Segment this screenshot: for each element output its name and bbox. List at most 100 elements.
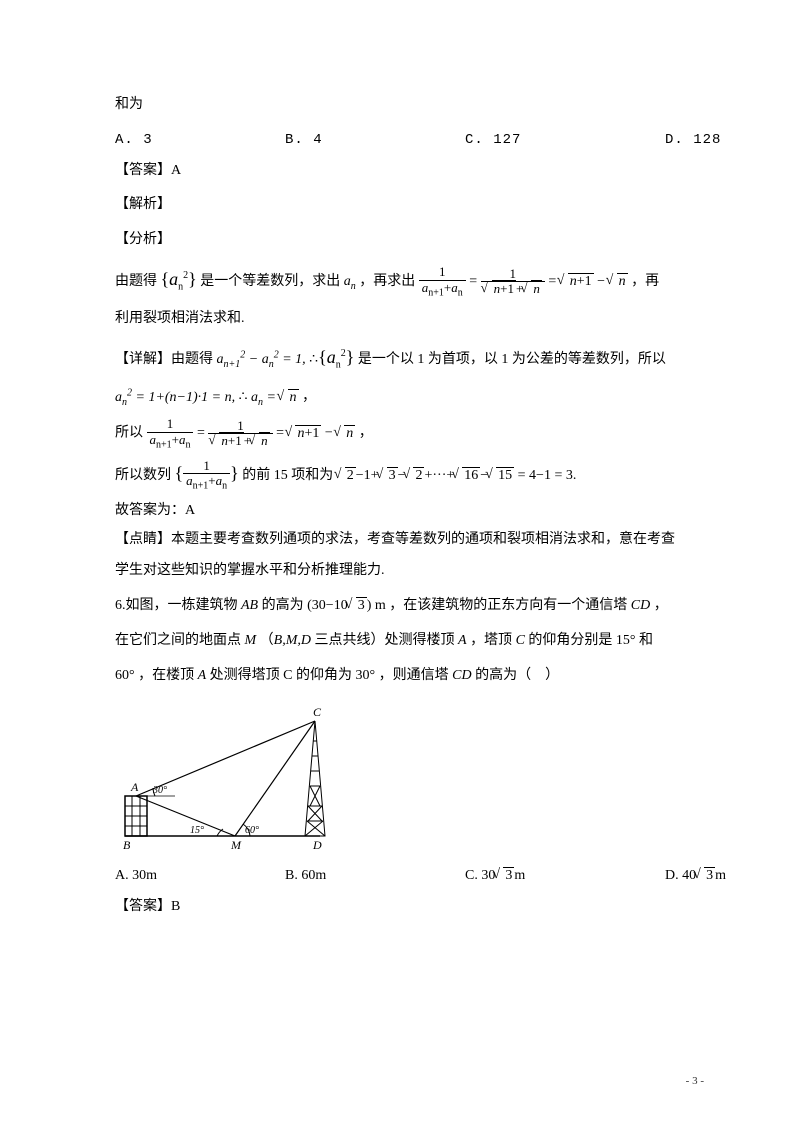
frac-2: 1n+1+n bbox=[481, 267, 545, 297]
q6-stem-3: 60° ，在楼顶 A 处测得塔顶 C 的仰角为 30° ，则通信塔 CD 的高为… bbox=[115, 661, 679, 692]
set: {an2} bbox=[318, 347, 354, 367]
sqrt: n bbox=[280, 383, 299, 414]
q6-option-c: C. 303m bbox=[465, 861, 665, 892]
sqrt: n+1 bbox=[287, 419, 321, 450]
sqrt: 2 bbox=[405, 461, 424, 492]
expr: an = bbox=[251, 390, 279, 405]
text: m bbox=[715, 868, 726, 883]
q5-dianjing-1: 【点睛】本题主要考查数列通项的求法，考查等差数列的通项和裂项相消法求和，意在考查 bbox=[115, 527, 679, 552]
text: 是一个以 1 为首项，以 1 为公差的等差数列，所以 bbox=[358, 352, 666, 367]
sqrt: 3 bbox=[696, 861, 715, 892]
q6-option-b: B. 60m bbox=[285, 861, 465, 892]
q5-therefore: 故答案为：A bbox=[115, 498, 679, 523]
text: 的高为 bbox=[262, 598, 304, 613]
fig-angle-60: 60° bbox=[245, 825, 259, 836]
fig-label-B: B bbox=[123, 838, 131, 851]
sqrt: 3 bbox=[348, 591, 367, 622]
text: 的仰角为 bbox=[296, 668, 352, 683]
text: 处测得塔顶 bbox=[210, 668, 280, 683]
q5-options: A. 3 B. 4 C. 127 D. 128 bbox=[115, 125, 679, 156]
frac: 1n+1+n bbox=[208, 419, 272, 449]
q5-detail-line1: 【详解】由题得 an+12 − an2 = 1, ∴{an2} 是一个以 1 为… bbox=[115, 338, 679, 378]
fig-label-M: M bbox=[230, 838, 242, 851]
var: CD bbox=[452, 668, 471, 683]
text: m bbox=[514, 868, 525, 883]
var: CD bbox=[631, 598, 650, 613]
q5-option-d: D. 128 bbox=[665, 125, 721, 156]
text: ，在楼顶 bbox=[138, 668, 194, 683]
q6-option-d: D. 403m bbox=[665, 861, 726, 892]
angle: 30° bbox=[356, 668, 376, 683]
sqrt: 3 bbox=[379, 461, 398, 492]
text: 在它们之间的地面点 bbox=[115, 633, 241, 648]
q5-option-c: C. 127 bbox=[465, 125, 665, 156]
fig-label-D: D bbox=[312, 838, 322, 851]
q6-figure: A B M D C 30° 15° 60° bbox=[115, 701, 375, 851]
q6-option-a: A. 30m bbox=[115, 861, 285, 892]
q6-stem-2: 在它们之间的地面点 M （B,M,D 三点共线）处测得楼顶 A ，塔顶 C 的仰… bbox=[115, 626, 679, 657]
q6-stem-1: 6.如图，一栋建筑物 AB 的高为 (30−103) m ，在该建筑物的正东方向… bbox=[115, 591, 679, 622]
sqrt: n bbox=[336, 419, 355, 450]
q5-section-jiexi: 【解析】 bbox=[115, 190, 679, 221]
angle: 15° bbox=[616, 633, 636, 648]
angle: 60° bbox=[115, 668, 135, 683]
text: 所以 bbox=[115, 426, 143, 441]
fig-label-C: C bbox=[313, 705, 322, 719]
var: A bbox=[198, 668, 207, 683]
text: m ，在该建筑物的正东方向有一个通信塔 bbox=[375, 598, 627, 613]
q6-options: A. 30m B. 60m C. 303m D. 403m bbox=[115, 861, 679, 892]
text: ， bbox=[654, 598, 668, 613]
q5-stem-tail: 和为 bbox=[115, 90, 679, 121]
text: （ bbox=[260, 633, 274, 648]
q5-answer: 【答案】A bbox=[115, 156, 679, 187]
var: A bbox=[458, 633, 467, 648]
text: 的前 15 项和为 bbox=[242, 468, 333, 483]
q5-detail-line3: 所以 1an+1+an = 1n+1+n = n+1 − n ， bbox=[115, 417, 679, 450]
sqrt: 3 bbox=[495, 861, 514, 892]
sqrt: 2 bbox=[337, 461, 356, 492]
q5-detail-line4: 所以数列 {1an+1+an} 的前 15 项和为 2−1+3−2+···+16… bbox=[115, 454, 679, 494]
text: 是一个等差数列，求出 bbox=[200, 274, 340, 289]
sqrt: 15 bbox=[488, 461, 514, 492]
q5-detail-line2: an2 = 1+(n−1)·1 = n, ∴ an = n ， bbox=[115, 382, 679, 413]
text: 和 bbox=[639, 633, 653, 648]
frac: 1an+1+an bbox=[147, 417, 194, 450]
var: B,M,D bbox=[274, 633, 311, 648]
num: 30 bbox=[312, 598, 326, 613]
text: ，则通信塔 bbox=[379, 668, 449, 683]
sqrt-n: n bbox=[609, 267, 628, 298]
page-number: - 3 - bbox=[686, 1069, 704, 1093]
frac-1: 1an+1+an bbox=[419, 265, 466, 298]
q5-option-a: A. 3 bbox=[115, 125, 285, 156]
q5-option-b: B. 4 bbox=[285, 125, 465, 156]
var: C bbox=[516, 633, 525, 648]
text: 的仰角分别是 bbox=[528, 633, 612, 648]
text: 所以数列 bbox=[115, 468, 171, 483]
text: ，再 bbox=[631, 274, 659, 289]
text: D. bbox=[665, 868, 682, 883]
text: 由题得 bbox=[115, 274, 157, 289]
var: M bbox=[245, 633, 257, 648]
set-an2: {an2} bbox=[161, 269, 197, 289]
q5-section-fenxi: 【分析】 bbox=[115, 225, 679, 256]
q5-analysis-line1: 由题得 {an2} 是一个等差数列，求出 an ，再求出 1an+1+an = … bbox=[115, 260, 679, 300]
var-an: an bbox=[344, 274, 356, 289]
sqrt: 16 bbox=[454, 461, 480, 492]
expr: an2 = 1+(n−1)·1 = n, bbox=[115, 390, 235, 405]
fig-angle-30: 30° bbox=[152, 785, 167, 796]
text: ，塔顶 bbox=[470, 633, 512, 648]
sqrt-np1: n+1 bbox=[560, 267, 594, 298]
fig-label-A: A bbox=[130, 780, 139, 794]
q5-analysis-line2: 利用裂项相消法求和. bbox=[115, 304, 679, 335]
fig-angle-15: 15° bbox=[190, 825, 204, 836]
text: 【详解】由题得 bbox=[115, 352, 213, 367]
set-frac: {1an+1+an} bbox=[175, 463, 239, 483]
var: AB bbox=[241, 598, 258, 613]
text: 三点共线）处测得楼顶 bbox=[315, 633, 455, 648]
text: 的高为（ ） bbox=[475, 668, 559, 683]
q5-dianjing-2: 学生对这些知识的掌握水平和分析推理能力. bbox=[115, 556, 679, 587]
q6-answer: 【答案】B bbox=[115, 892, 679, 923]
text: ，再求出 bbox=[359, 274, 415, 289]
text: C. bbox=[465, 868, 481, 883]
text: 6.如图，一栋建筑物 bbox=[115, 598, 238, 613]
